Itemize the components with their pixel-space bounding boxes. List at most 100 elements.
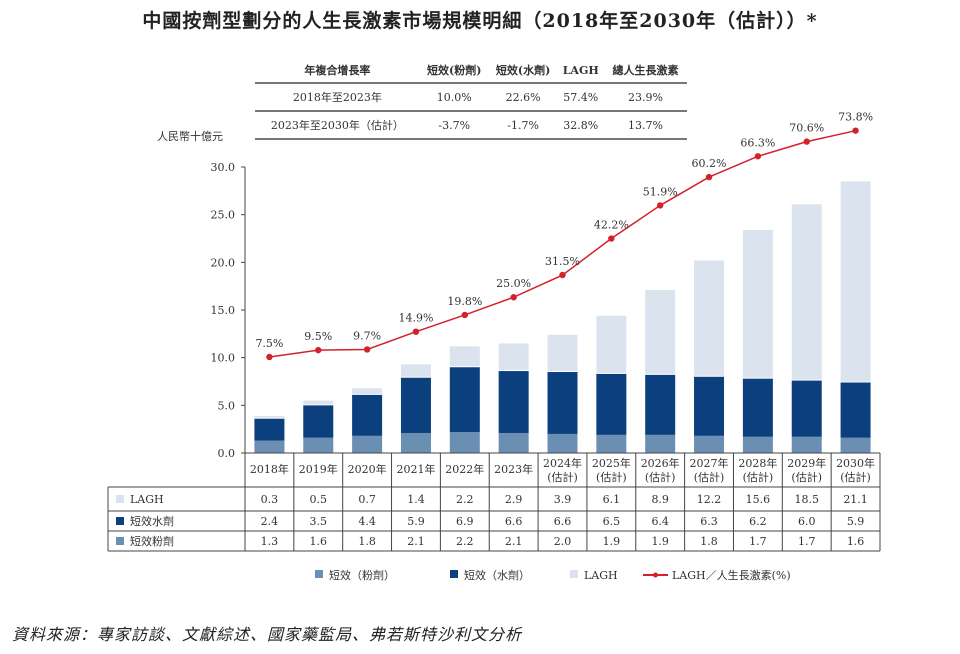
table-cell: 1.3 xyxy=(261,535,279,548)
line-point xyxy=(363,346,371,353)
x-tick-label: 2020年 xyxy=(348,462,387,476)
bar-LAGH xyxy=(303,400,334,405)
x-tick-label: (估計) xyxy=(791,470,822,484)
table-cell: 2.2 xyxy=(456,535,474,548)
y-axis-label: 人民幣十億元 xyxy=(157,130,223,143)
line-point xyxy=(461,311,469,319)
table-cell: 6.1 xyxy=(603,493,621,506)
bar-LAGH xyxy=(645,290,676,374)
x-tick-label: 2030年 xyxy=(836,456,875,470)
x-tick-label: 2024年 xyxy=(543,456,582,470)
cagr-table: 年複合增長率 短效(粉劑) 短效(水劑) LAGH 總人生長激素 2018年至2… xyxy=(255,58,687,140)
table-cell: 6.9 xyxy=(456,515,474,528)
bar-短效粉劑 xyxy=(645,434,676,453)
table-cell: 3.5 xyxy=(310,515,328,528)
x-tick-label: 2025年 xyxy=(592,456,631,470)
line-data-label: 9.5% xyxy=(304,330,332,343)
line-point xyxy=(852,127,859,134)
line-point xyxy=(608,235,615,242)
table-cell: 4.4 xyxy=(358,515,376,528)
cagr-header: 年複合增長率 xyxy=(255,58,420,84)
line-data-label: 73.8% xyxy=(838,111,873,124)
cagr-cell: -1.7% xyxy=(488,111,558,140)
bar-短效粉劑 xyxy=(840,437,871,453)
table-cell: 6.2 xyxy=(749,515,767,528)
line-data-label: 9.7% xyxy=(353,329,381,342)
line-data-label: 25.0% xyxy=(496,277,531,290)
y-tick-label: 0.0 xyxy=(218,447,236,460)
bar-短效水劑 xyxy=(303,405,334,438)
bar-LAGH xyxy=(449,346,480,367)
bar-短效水劑 xyxy=(645,374,676,435)
line-data-label: 66.3% xyxy=(740,136,775,149)
cagr-header: 短效(粉劑) xyxy=(419,58,489,84)
cagr-row: 2018年至2023年 10.0% 22.6% 57.4% 23.9% xyxy=(255,83,687,112)
table-row-label: 短效粉劑 xyxy=(130,534,174,548)
legend-swatch xyxy=(116,495,124,503)
legend-swatch xyxy=(315,570,323,578)
bar-短效水劑 xyxy=(400,377,431,433)
x-tick-label: (估計) xyxy=(694,470,725,484)
cagr-cell: 10.0% xyxy=(419,83,489,112)
table-row-label: LAGH xyxy=(130,493,164,506)
y-tick-label: 20.0 xyxy=(211,256,236,269)
line-data-label: 60.2% xyxy=(692,157,727,170)
line-point xyxy=(412,328,420,335)
line-point xyxy=(656,202,664,209)
cagr-header-row: 年複合增長率 短效(粉劑) 短效(水劑) LAGH 總人生長激素 xyxy=(255,58,687,84)
cagr-cell: 23.9% xyxy=(603,83,687,112)
cagr-cell: 22.6% xyxy=(488,83,558,112)
table-cell: 15.6 xyxy=(746,493,771,506)
x-tick-label: (估計) xyxy=(645,470,676,484)
bar-短效粉劑 xyxy=(352,435,383,453)
table-cell: 0.3 xyxy=(261,493,279,506)
bar-短效水劑 xyxy=(449,367,480,433)
bar-LAGH xyxy=(352,388,383,394)
x-tick-label: 2029年 xyxy=(787,456,826,470)
legend-label: 短效（粉劑） xyxy=(329,568,395,582)
line-data-label: 70.6% xyxy=(789,122,824,135)
table-cell: 1.7 xyxy=(798,535,816,548)
line-point xyxy=(803,138,810,145)
bar-短效粉劑 xyxy=(791,436,822,453)
bar-LAGH xyxy=(694,260,725,376)
table-cell: 6.6 xyxy=(554,515,572,528)
x-tick-label: 2021年 xyxy=(396,462,435,476)
cagr-cell: 13.7% xyxy=(603,111,687,140)
cagr-cell: 57.4% xyxy=(557,83,604,112)
source-note: 資料來源：專家訪談、文獻綜述、國家藥監局、弗若斯特沙利文分析 xyxy=(12,625,523,644)
table-cell: 1.8 xyxy=(700,535,718,548)
cagr-cell: 2023年至2030年（估計） xyxy=(255,111,420,140)
bar-LAGH xyxy=(791,204,822,380)
line-point xyxy=(315,346,322,354)
chart-title: 中國按劑型劃分的人生長激素市場規模明細（2018年至2030年（估計））* xyxy=(142,10,818,32)
table-cell: 6.3 xyxy=(700,515,718,528)
bar-短效粉劑 xyxy=(596,434,627,453)
cagr-cell: -3.7% xyxy=(419,111,489,140)
table-cell: 2.4 xyxy=(261,515,279,528)
legend-swatch xyxy=(116,517,124,525)
bar-短效水劑 xyxy=(254,418,285,441)
bar-短效粉劑 xyxy=(547,433,578,453)
legend-swatch xyxy=(116,537,124,545)
table-cell: 1.9 xyxy=(603,535,621,548)
cagr-row: 2023年至2030年（估計） -3.7% -1.7% 32.8% 13.7% xyxy=(255,111,687,140)
table-cell: 5.9 xyxy=(407,515,425,528)
table-cell: 5.9 xyxy=(847,515,865,528)
bar-LAGH xyxy=(547,334,578,372)
bar-短效水劑 xyxy=(742,378,773,437)
bar-短效水劑 xyxy=(547,372,578,434)
bar-短效水劑 xyxy=(840,382,871,438)
table-cell: 6.5 xyxy=(603,515,621,528)
line-data-label: 14.9% xyxy=(398,312,433,325)
x-tick-label: 2026年 xyxy=(641,456,680,470)
cagr-header: LAGH xyxy=(557,58,604,84)
bar-短效水劑 xyxy=(596,373,627,435)
legend-label: LAGH／人生長激素(%) xyxy=(672,568,791,582)
bar-LAGH xyxy=(596,315,627,373)
table-cell: 1.4 xyxy=(407,493,425,506)
x-tick-label: 2023年 xyxy=(494,462,533,476)
table-cell: 8.9 xyxy=(651,493,669,506)
x-tick-label: 2028年 xyxy=(738,456,777,470)
